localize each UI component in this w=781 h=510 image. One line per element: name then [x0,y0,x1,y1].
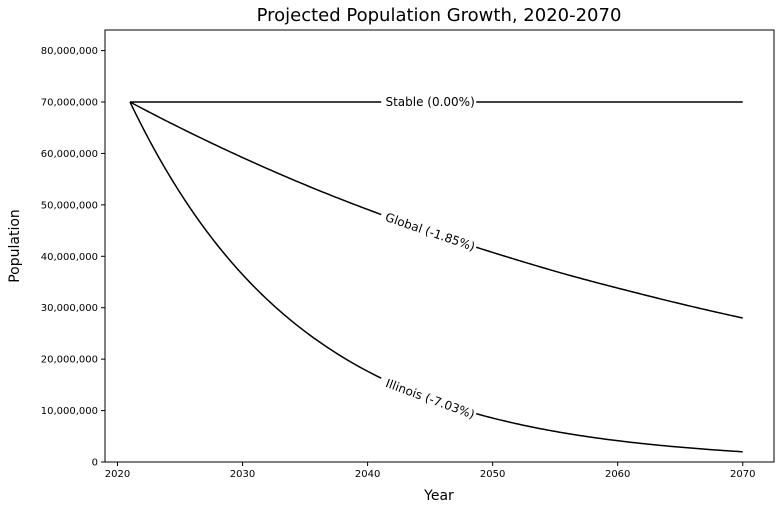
y-tick-label: 30,000,000 [41,303,98,314]
x-axis-label: Year [423,488,454,504]
y-tick-label: 70,000,000 [41,98,98,109]
y-axis: 0 10,000,000 20,000,000 30,000,000 40,000,00… [41,46,105,469]
series-line [129,101,382,216]
series-labels: Stable (0.00%) Global (-1.85%) Illinois (-… [383,95,476,422]
y-tick-label: 60,000,000 [41,149,98,160]
y-tick-label: 0 [92,458,98,469]
series-group [129,101,743,453]
series-label: Global (-1.85%) [383,210,476,254]
y-tick-label: 10,000,000 [41,406,98,417]
y-axis-label: Population [7,209,23,283]
series-line [476,412,743,453]
y-tick-label: 80,000,000 [41,46,98,57]
x-tick-label: 2040 [355,469,380,480]
x-tick-label: 2060 [605,469,630,480]
x-tick-label: 2030 [230,469,255,480]
series-line [129,101,382,379]
x-tick-label: 2020 [105,469,130,480]
plot-frame [104,29,775,463]
y-tick-label: 20,000,000 [41,355,98,366]
y-tick-label: 40,000,000 [41,252,98,263]
x-axis: 2020 2030 2040 2050 2060 2070 [105,462,755,480]
y-tick-label: 50,000,000 [41,200,98,211]
series-label: Illinois (-7.03%) [384,376,477,421]
x-tick-label: 2070 [730,469,755,480]
plot-area: 0 10,000,000 20,000,000 30,000,000 40,000,00… [41,29,775,480]
series-label: Stable (0.00%) [385,95,474,109]
chart-title: Projected Population Growth, 2020-2070 [257,5,622,26]
series-line [475,246,743,319]
x-tick-label: 2050 [480,469,505,480]
